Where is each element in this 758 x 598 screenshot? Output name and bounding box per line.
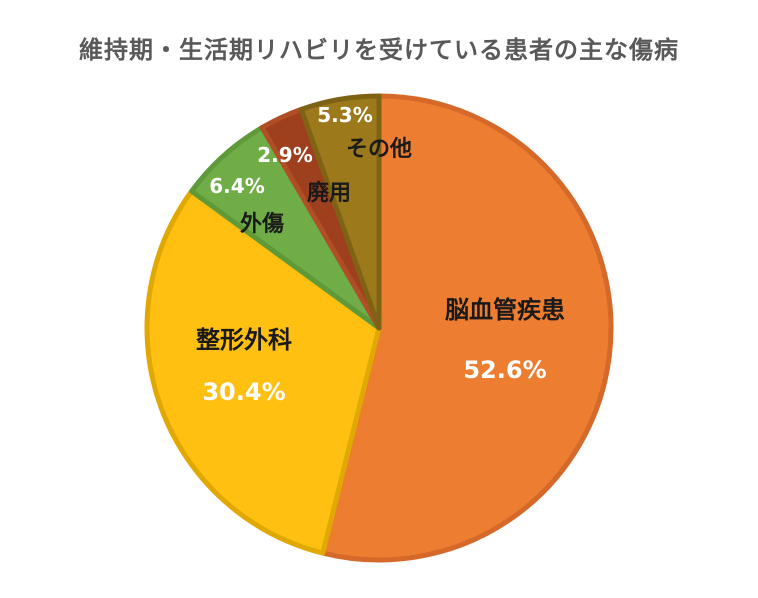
slice-value-label: 6.4% <box>209 174 264 198</box>
pie-slice-2 <box>144 188 382 556</box>
pie-slice-1 <box>320 93 614 563</box>
pie-labels: 脳血管疾患 52.6% 整形外科 30.4% 外傷 6.4% 廃用 2.9% その他 5.3% <box>196 103 565 406</box>
slice-name-label: 整形外科 <box>196 326 292 354</box>
pie-slice-5 <box>298 93 382 331</box>
slice-name-label: 外傷 <box>240 211 284 237</box>
slice-value-label: 2.9% <box>257 143 312 167</box>
slice-name-label: 廃用 <box>307 180 351 206</box>
slice-value-label: 5.3% <box>317 103 372 127</box>
slice-value-label: 30.4% <box>202 378 285 406</box>
pie-slices <box>144 93 614 563</box>
chart-title: 維持期・生活期リハビリを受けている患者の主な傷病 <box>79 36 679 64</box>
slice-name-label: 脳血管疾患 <box>445 296 565 324</box>
slice-name-label: その他 <box>346 137 412 162</box>
slice-value-label: 52.6% <box>463 356 546 384</box>
